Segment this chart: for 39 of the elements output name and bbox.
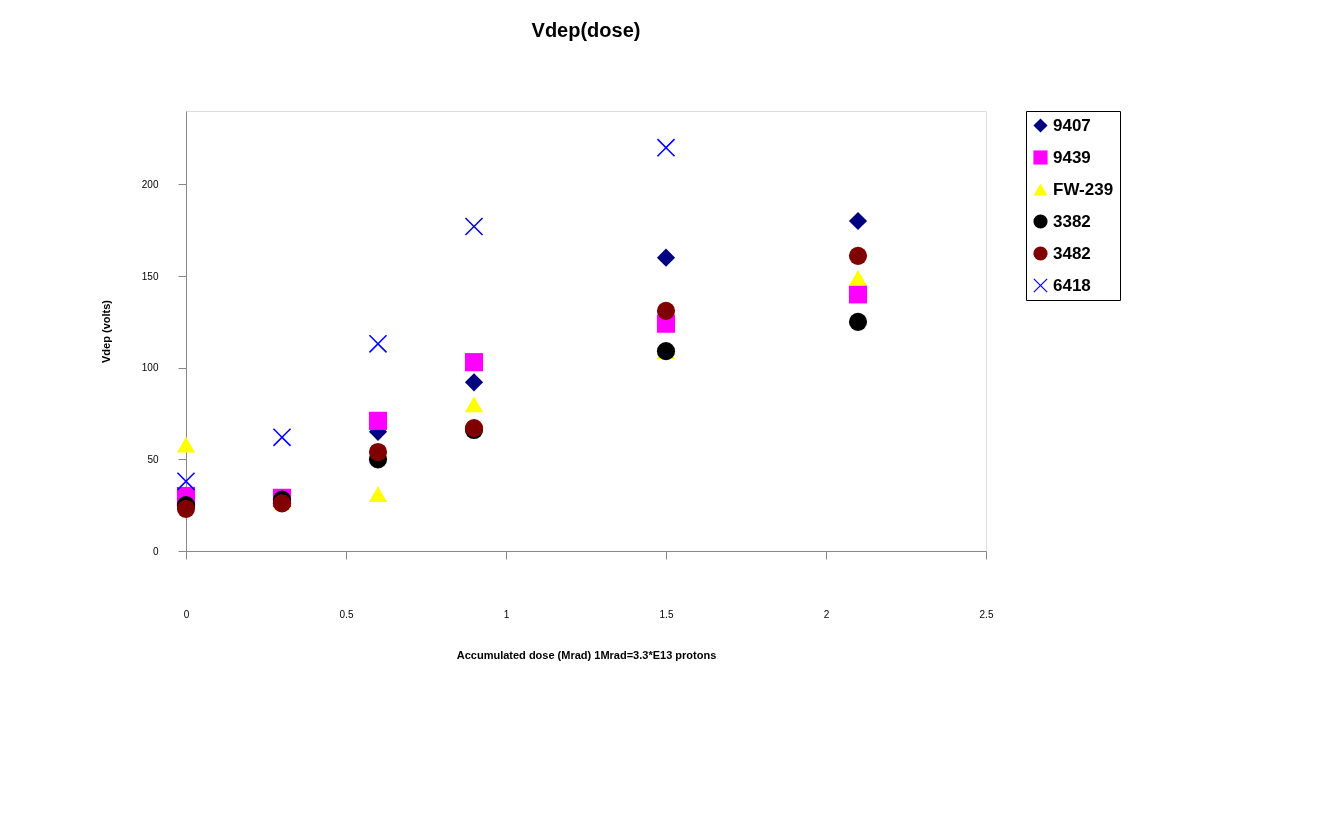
point xyxy=(464,217,484,236)
y-tick-label: 0 xyxy=(152,545,159,557)
point xyxy=(176,436,196,453)
chart-title: Vdep(dose) xyxy=(531,18,641,41)
x-tick-label: 2 xyxy=(823,608,830,620)
x-axis-title: Accumulated dose (Mrad) 1Mrad=3.3*E13 protons xyxy=(456,648,717,661)
y-tick-label: 100 xyxy=(141,362,159,374)
y-axis-title: Vdep (volts) xyxy=(99,299,112,363)
point xyxy=(848,269,868,286)
point xyxy=(848,246,868,265)
point xyxy=(848,211,868,231)
point xyxy=(656,248,676,267)
x-tick-label: 1 xyxy=(503,608,510,620)
legend-label: 3382 xyxy=(1053,211,1091,231)
y-tick-label: 200 xyxy=(141,178,159,190)
point xyxy=(176,472,196,491)
legend-label: 3482 xyxy=(1053,243,1091,263)
legend-label: 9439 xyxy=(1053,147,1091,167)
y-tick-label: 150 xyxy=(141,270,159,282)
point xyxy=(464,353,484,372)
legend-label: FW-239 xyxy=(1053,179,1114,199)
point xyxy=(848,312,868,331)
point xyxy=(368,442,388,462)
point xyxy=(368,411,388,430)
point xyxy=(464,396,484,413)
point xyxy=(368,486,388,503)
point xyxy=(464,373,484,392)
point xyxy=(848,285,868,304)
x-tick-label: 0 xyxy=(183,608,190,620)
point xyxy=(272,428,292,447)
x-tick-label: 2.5 xyxy=(979,608,994,620)
legend-label: 9407 xyxy=(1053,115,1091,135)
legend-label: 6418 xyxy=(1053,275,1091,295)
x-tick-label: 0.5 xyxy=(339,608,354,620)
y-tick-label: 50 xyxy=(147,453,159,465)
x-tick-label: 1.5 xyxy=(659,608,674,620)
point xyxy=(656,301,676,320)
point xyxy=(656,138,676,157)
point xyxy=(368,334,388,353)
